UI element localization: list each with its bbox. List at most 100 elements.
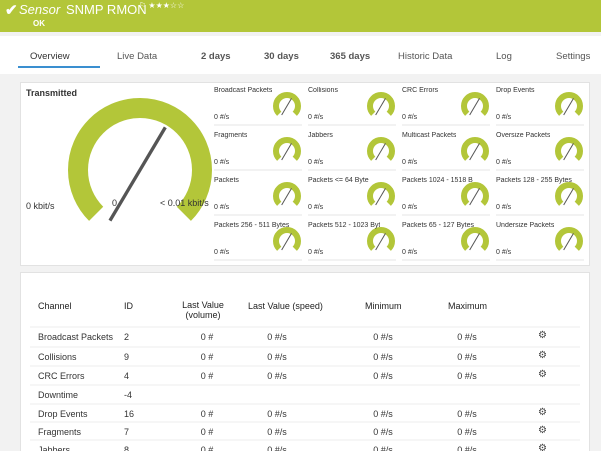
gauge-value: 0 #/s [214,249,230,256]
cell: 4 [124,371,130,381]
cell: 0 #/s [457,352,477,362]
column-header[interactable]: Minimum [365,301,402,311]
column-header[interactable]: Channel [38,301,72,311]
gauge-arc [555,227,583,251]
settings-icon[interactable]: ⚙ [538,369,547,380]
cell: Collisions [38,352,77,362]
cell: 0 #/s [267,445,287,451]
cell: 0 #/s [457,409,477,419]
gauge-name: Multicast Packets [402,132,457,139]
status: OK [33,19,45,28]
tab[interactable]: 2 days [201,51,231,62]
cell: 0 #/s [373,332,393,342]
gauge-value: 0 #/s [308,249,324,256]
header-bar [0,0,601,32]
gauge-arc [555,182,583,206]
gauge-needle [281,188,292,206]
tab[interactable]: Overview [30,51,70,62]
gauge-needle [281,233,292,251]
gauge-name: Packets 256 - 511 Bytes [214,222,290,229]
cell: CRC Errors [38,371,85,381]
column-header[interactable]: Last Value (speed) [248,301,323,311]
column-header[interactable]: Maximum [448,301,488,311]
gauge-name: Fragments [214,132,248,139]
check-icon: ✔ [5,2,18,19]
cell: 16 [124,409,135,419]
table-card [20,272,590,451]
tab[interactable]: 365 days [330,51,371,62]
gauge-name: Packets 1024 - 1518 B [402,177,473,184]
gauge-name: Packets 512 - 1023 Byt [308,222,381,229]
cell: 0 # [200,427,214,437]
settings-icon[interactable]: ⚙ [538,443,547,451]
gauge-value: 0 #/s [214,204,230,211]
cell: 0 # [200,332,214,342]
cell: 0 #/s [373,371,393,381]
gauge-arc [461,227,489,251]
stars: ⚐ ★★★☆☆ [139,1,185,10]
gauge-name: Oversize Packets [496,132,551,139]
gauge-arc [367,182,395,206]
cell: Fragments [38,427,82,437]
gauge-name: Packets 65 - 127 Bytes [402,222,474,229]
tab[interactable]: Live Data [117,51,158,62]
gauge-needle [281,143,292,161]
tab[interactable]: Log [496,51,512,62]
tab[interactable]: Settings [556,51,591,62]
cell: 0 #/s [457,427,477,437]
settings-icon[interactable]: ⚙ [538,425,547,436]
tab[interactable]: 30 days [264,51,299,62]
gauge-needle [563,233,574,251]
gauge-arc [273,227,301,251]
settings-icon[interactable]: ⚙ [538,330,547,341]
column-header[interactable]: ID [124,301,133,311]
cell: 0 #/s [267,332,287,342]
gauge-value: 0 #/s [496,249,512,256]
gauge-arc [273,92,301,116]
gauge-arc [461,137,489,161]
cell: Broadcast Packets [38,332,114,342]
gauge-name: Packets 128 - 255 Bytes [496,177,572,184]
gauge-arc [367,137,395,161]
gauge-value: 0 #/s [214,159,230,166]
column-header[interactable]: Last Value (volume) [182,300,224,320]
sensor-title: SNMP RMON [66,2,147,17]
gauge-name: Drop Events [496,87,535,94]
tab[interactable]: Historic Data [398,51,453,62]
gauge-needle [281,98,292,116]
gauge-arc [367,227,395,251]
main-title: Transmitted [26,88,78,98]
gauge-name: Jabbers [308,132,333,139]
gauge-name: Collisions [308,87,338,94]
cell: 0 #/s [457,371,477,381]
cell: Jabbers [38,445,71,451]
cell: -4 [124,390,133,400]
cell: 0 # [200,409,214,419]
settings-icon[interactable]: ⚙ [538,407,547,418]
main-value: 0 kbit/s [26,201,55,211]
gauge-value: 0 #/s [402,204,418,211]
main-max: < 0.01 kbit/s [160,198,209,208]
gauge-needle [563,143,574,161]
gauge-needle [469,233,480,251]
gauge-arc [273,137,301,161]
gauge-needle [563,188,574,206]
settings-icon[interactable]: ⚙ [538,350,547,361]
cell: 7 [124,427,130,437]
gauge-value: 0 #/s [308,204,324,211]
cell: 0 #/s [373,445,393,451]
gauge-needle [375,188,386,206]
active-tab-underline [18,66,100,68]
cell: 0 # [200,371,214,381]
gauge-needle [375,233,386,251]
gauge-name: Packets [214,177,239,184]
cell: 0 #/s [373,352,393,362]
sensor-label: Sensor [19,2,61,17]
gauge-arc [273,182,301,206]
cell: 8 [124,445,130,451]
gauge-value: 0 #/s [496,204,512,211]
cell: 2 [124,332,130,342]
gauge-value: 0 #/s [214,114,230,121]
gauge-arc [555,92,583,116]
